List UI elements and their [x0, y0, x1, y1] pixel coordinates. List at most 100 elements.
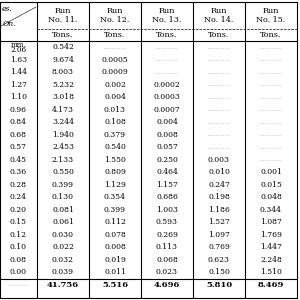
Text: 1.44: 1.44 — [10, 68, 27, 76]
Text: 1.550: 1.550 — [104, 156, 126, 164]
Text: 0.198: 0.198 — [208, 193, 230, 201]
Text: 0.686: 0.686 — [156, 193, 178, 201]
Text: 0.068: 0.068 — [156, 256, 178, 264]
Text: 0.464: 0.464 — [156, 168, 178, 176]
Text: .............: ............. — [208, 107, 230, 112]
Text: 0.057: 0.057 — [156, 143, 178, 151]
Text: .............: ............. — [156, 45, 178, 50]
Text: 0.10: 0.10 — [10, 243, 27, 251]
Text: 0.540: 0.540 — [104, 143, 126, 151]
Text: .............: ............. — [156, 57, 178, 62]
Text: .............: ............. — [260, 120, 282, 125]
Text: 0.004: 0.004 — [104, 93, 126, 101]
Text: 0.68: 0.68 — [10, 131, 27, 139]
Text: 1.003: 1.003 — [156, 206, 178, 214]
Text: 0.08: 0.08 — [10, 256, 27, 264]
Text: 0.108: 0.108 — [104, 118, 126, 126]
Text: .............: ............. — [208, 82, 230, 87]
Text: .............: ............. — [208, 95, 230, 100]
Text: 0.36: 0.36 — [10, 168, 27, 176]
Text: 2.453: 2.453 — [52, 143, 74, 151]
Text: 0.015: 0.015 — [260, 181, 282, 189]
Text: .............: ............. — [208, 120, 230, 125]
Text: 1.087: 1.087 — [260, 218, 282, 226]
Text: 0.002: 0.002 — [104, 81, 126, 89]
Text: 0.623: 0.623 — [208, 256, 230, 264]
Text: 0.247: 0.247 — [208, 181, 230, 189]
Text: 3.244: 3.244 — [52, 118, 74, 126]
Text: .............: ............. — [260, 132, 282, 137]
Text: 5.232: 5.232 — [52, 81, 74, 89]
Text: Tons.: Tons. — [260, 31, 282, 39]
Text: 1.510: 1.510 — [260, 268, 282, 276]
Text: .............: ............. — [208, 145, 230, 150]
Text: 0.45: 0.45 — [10, 156, 27, 164]
Text: Run
No. 15.: Run No. 15. — [256, 7, 286, 24]
Text: 0.013: 0.013 — [104, 106, 126, 114]
Text: 2.248: 2.248 — [260, 256, 282, 264]
Text: 0.039: 0.039 — [52, 268, 74, 276]
Text: 5.810: 5.810 — [206, 281, 232, 289]
Text: Tons.: Tons. — [52, 31, 74, 39]
Text: 0.57: 0.57 — [10, 143, 27, 151]
Text: Tons.: Tons. — [156, 31, 178, 39]
Text: 0.809: 0.809 — [104, 168, 126, 176]
Text: 0.84: 0.84 — [10, 118, 27, 126]
Text: Run
No. 11.: Run No. 11. — [48, 7, 78, 24]
Text: es.: es. — [2, 5, 13, 13]
Text: 1.097: 1.097 — [208, 231, 230, 239]
Text: 0.0005: 0.0005 — [102, 56, 128, 64]
Text: mm.: mm. — [11, 41, 26, 49]
Text: Tons.: Tons. — [208, 31, 230, 39]
Text: 0.023: 0.023 — [156, 268, 178, 276]
Text: 0.542: 0.542 — [52, 43, 74, 51]
Text: .............: ............. — [103, 45, 126, 50]
Text: 1.27: 1.27 — [10, 81, 27, 89]
Text: 0.022: 0.022 — [52, 243, 74, 251]
Text: 0.344: 0.344 — [260, 206, 282, 214]
Text: 0.001: 0.001 — [260, 168, 282, 176]
Text: 8.003: 8.003 — [52, 68, 74, 76]
Text: 0.24: 0.24 — [10, 193, 27, 201]
Text: 0.550: 0.550 — [52, 168, 74, 176]
Text: 0.769: 0.769 — [208, 243, 230, 251]
Text: .............: ............. — [208, 45, 230, 50]
Text: 5.516: 5.516 — [102, 281, 128, 289]
Text: 0.004: 0.004 — [156, 118, 178, 126]
Text: Tons.: Tons. — [104, 31, 126, 39]
Text: .............: ............. — [260, 107, 282, 112]
Text: 0.0002: 0.0002 — [154, 81, 180, 89]
Text: 0.593: 0.593 — [156, 218, 178, 226]
Text: Run
No. 14.: Run No. 14. — [204, 7, 234, 24]
Text: 2.06: 2.06 — [11, 46, 27, 54]
Text: 0.28: 0.28 — [10, 181, 27, 189]
Text: 0.048: 0.048 — [260, 193, 282, 201]
Text: .............: ............. — [260, 57, 282, 62]
Text: 0.0003: 0.0003 — [154, 93, 180, 101]
Text: 0.032: 0.032 — [52, 256, 74, 264]
Text: 1.940: 1.940 — [52, 131, 74, 139]
Text: 0.113: 0.113 — [156, 243, 178, 251]
Text: 1.129: 1.129 — [104, 181, 126, 189]
Text: 0.112: 0.112 — [104, 218, 126, 226]
Text: 0.003: 0.003 — [208, 156, 230, 164]
Text: 0.15: 0.15 — [10, 218, 27, 226]
Text: 3.018: 3.018 — [52, 93, 74, 101]
Text: 0.379: 0.379 — [104, 131, 126, 139]
Text: 0.008: 0.008 — [156, 131, 178, 139]
Text: 1.10: 1.10 — [10, 93, 27, 101]
Text: Run
No. 12.: Run No. 12. — [100, 7, 130, 24]
Text: 4.173: 4.173 — [52, 106, 74, 114]
Text: 2.133: 2.133 — [52, 156, 74, 164]
Text: 0.00: 0.00 — [10, 268, 27, 276]
Text: 0.269: 0.269 — [156, 231, 178, 239]
Text: ...........: ........... — [8, 283, 29, 287]
Text: 0.061: 0.061 — [52, 218, 74, 226]
Text: 1.186: 1.186 — [208, 206, 230, 214]
Text: 8.469: 8.469 — [258, 281, 284, 289]
Text: .............: ............. — [260, 45, 282, 50]
Text: .............: ............. — [208, 132, 230, 137]
Text: 0.019: 0.019 — [104, 256, 126, 264]
Text: 9.674: 9.674 — [52, 56, 74, 64]
Text: .............: ............. — [156, 70, 178, 75]
